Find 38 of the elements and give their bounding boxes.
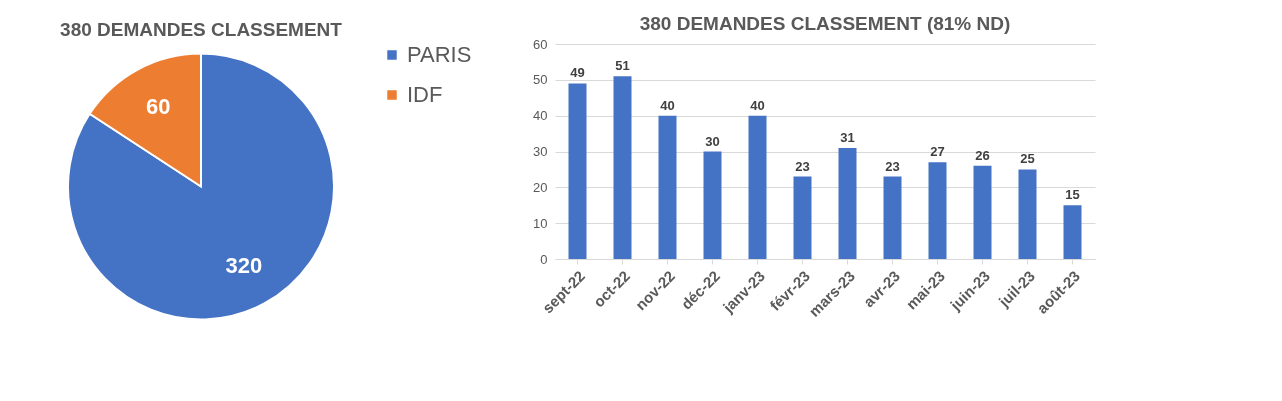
y-tick-label: 60 [533, 36, 548, 52]
data-label: 23 [795, 158, 810, 174]
bar [838, 147, 857, 259]
legend-label: PARIS [407, 42, 472, 67]
bar [1018, 169, 1037, 259]
bar [1063, 205, 1082, 259]
data-label: 40 [750, 97, 765, 113]
bar [793, 176, 812, 259]
legend-label: IDF [407, 82, 443, 107]
data-label: 51 [615, 58, 630, 74]
chart-title: 380 DEMANDES CLASSEMENT [60, 19, 343, 40]
bar [883, 176, 902, 259]
y-tick-label: 40 [533, 108, 548, 124]
data-label: 15 [1065, 187, 1080, 203]
data-label: 320 [225, 252, 263, 278]
y-tick-label: 20 [533, 179, 548, 195]
bar [658, 115, 677, 259]
bar [748, 115, 767, 259]
data-label: 25 [1020, 151, 1035, 167]
data-label: 31 [840, 129, 855, 145]
bar [973, 165, 992, 259]
y-tick-label: 50 [533, 72, 548, 88]
pie-slice [67, 52, 335, 321]
bar [928, 162, 947, 259]
bar [613, 76, 632, 259]
chart-title: 380 DEMANDES CLASSEMENT (81% ND) [639, 13, 1011, 34]
data-label: 60 [145, 94, 171, 120]
data-label: 49 [570, 65, 585, 81]
data-label: 40 [660, 97, 675, 113]
y-tick-label: 0 [540, 251, 548, 267]
bar [568, 83, 587, 259]
data-label: 26 [975, 147, 990, 163]
bar [703, 151, 722, 259]
y-tick-label: 30 [533, 144, 548, 159]
data-label: 23 [885, 158, 900, 174]
data-label: 27 [930, 144, 945, 160]
y-tick-label: 10 [533, 215, 548, 231]
data-label: 30 [705, 133, 720, 149]
